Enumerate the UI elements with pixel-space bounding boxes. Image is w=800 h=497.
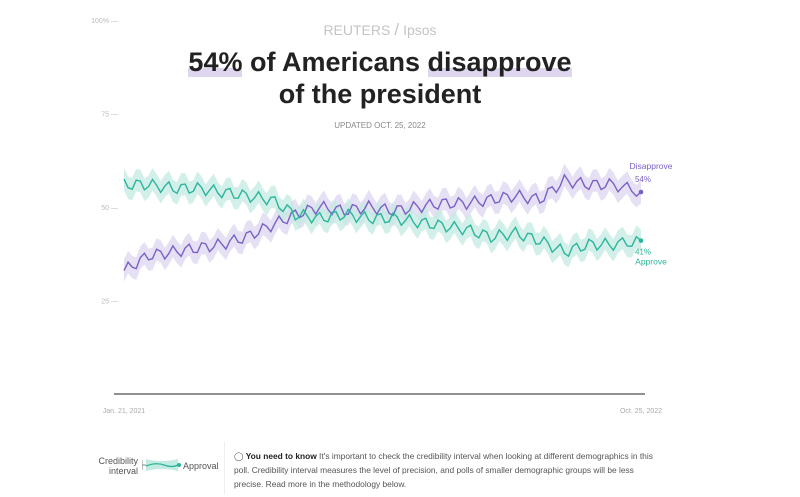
end-point-approve [638,238,644,243]
series-value-label: 54% [635,175,651,184]
legend-swatch [142,459,181,471]
title-line-2: of the president [278,79,482,109]
series-value-label: 41% [635,248,651,257]
brand-logo: REUTERS / Ipsos [0,20,760,40]
note-text: It's important to check the credibility … [234,451,653,489]
end-point-disapprove [638,189,644,195]
series-name-label: Disapprove [630,161,673,171]
page-title: 54% of Americans disapprove of the presid… [0,46,760,110]
credibility-band-disapprove [124,163,641,282]
approval-chart: 25 — 50 — 75 — 100% — Jan. 21, 2021 Oct. 25, … [91,18,673,415]
title-highlight-disapprove: disapprove [427,47,572,77]
series-line-disapprove [123,173,642,271]
title-highlight-percent: 54% [188,47,243,77]
series-line-approve [123,178,642,258]
series-name-label: Approve [635,257,667,267]
title-text: of Americans [242,47,428,77]
legend-approval-label: Approval [183,461,219,471]
x-tick-label: Jan. 21, 2021 [103,408,146,415]
legend-ci-label-1: Credibility [98,456,138,466]
legend-ci-label: Credibility interval [96,456,138,476]
brand-separator: / [394,20,400,39]
y-tick-label: 100% — [91,18,118,25]
note: ◯ You need to know It's important to che… [234,449,664,491]
x-tick-label: Oct. 25, 2022 [620,408,662,415]
divider [224,442,225,494]
updated-date: UPDATED OCT. 25, 2022 [334,121,426,130]
y-tick-label: 50 — [101,205,118,212]
y-tick-label: 75 — [101,112,118,119]
note-lead: You need to know [245,451,317,461]
lightbulb-icon: ◯ [234,451,244,461]
reuters-logo: REUTERS [323,22,391,38]
legend-ci-label-2: interval [108,466,138,476]
ipsos-logo: Ipsos [403,22,437,38]
y-tick-label: 25 — [101,299,118,306]
